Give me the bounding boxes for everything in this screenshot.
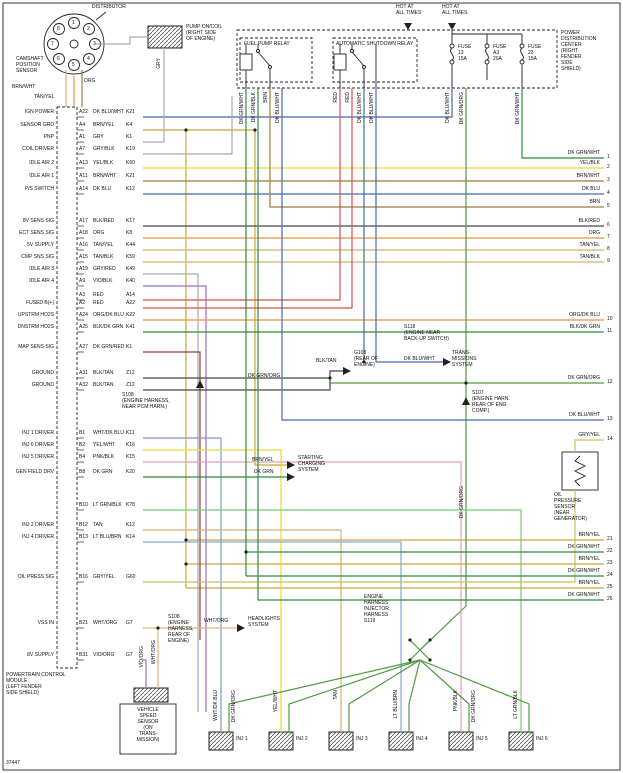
distributor-pointer-line xyxy=(95,11,107,21)
pcm-box xyxy=(56,106,78,669)
injector-connector xyxy=(268,731,294,751)
arrow-transmission-system xyxy=(443,358,451,366)
injector-connector xyxy=(448,731,474,751)
arrow-hot-2 xyxy=(448,23,456,30)
vss-connector xyxy=(133,687,169,703)
injector-connector xyxy=(388,731,414,751)
relay-fuse-symbols xyxy=(95,11,525,88)
vss-box xyxy=(119,703,177,755)
drawing-number: 37447 xyxy=(6,760,20,766)
arrow-charging-system xyxy=(287,473,295,481)
wires xyxy=(65,36,604,732)
oil-pressure-sensor-box xyxy=(561,451,599,491)
fuel-pump-relay-box xyxy=(239,37,313,83)
arrow-s107 xyxy=(462,397,470,405)
arrow-hot-1 xyxy=(404,23,412,30)
injector-connector xyxy=(508,731,534,751)
asd-relay-box xyxy=(332,37,418,83)
component-boxes xyxy=(43,13,599,755)
arrow-g103 xyxy=(343,367,351,375)
pdc-box xyxy=(236,29,558,89)
pcm-pin-ticks xyxy=(77,116,84,661)
arrow-headlights-system xyxy=(237,624,245,632)
arrow-starting-system xyxy=(287,461,295,469)
injector-connector xyxy=(328,731,354,751)
oil-sensor-resistor xyxy=(573,455,587,487)
injector-connector xyxy=(208,731,234,751)
distributor-center xyxy=(69,39,79,49)
junctions-arrows xyxy=(156,23,470,662)
pump-coil-connector xyxy=(147,25,183,49)
arrow-s108 xyxy=(196,380,204,388)
